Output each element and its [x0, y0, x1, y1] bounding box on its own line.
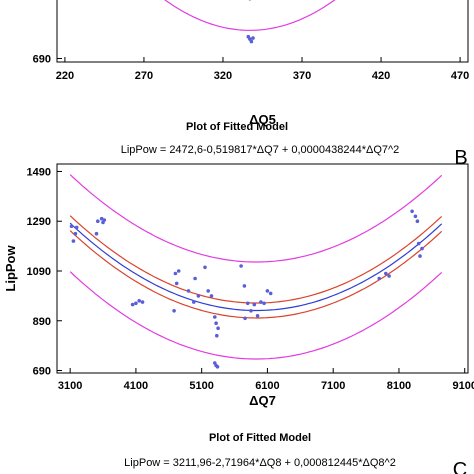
data-point	[206, 289, 210, 293]
x-tick-label: 6100	[255, 380, 279, 392]
chart-title: Plot of Fitted Model	[186, 121, 288, 133]
data-point	[186, 289, 191, 293]
data-point	[416, 241, 421, 246]
data-point	[193, 276, 197, 281]
data-point	[203, 265, 207, 270]
confidence-upper-line	[69, 215, 443, 304]
data-point	[213, 315, 217, 319]
data-point	[134, 301, 138, 306]
data-point	[174, 281, 179, 286]
y-tick-label: 1490	[27, 166, 51, 178]
data-point	[209, 294, 214, 298]
data-point	[265, 289, 270, 293]
data-point	[245, 301, 250, 306]
x-tick-label: 9100	[452, 380, 474, 392]
data-point	[176, 269, 181, 273]
chart-top: 220270320370420470690890ΔQ5	[33, 0, 469, 127]
prediction-lower-line	[69, 271, 443, 360]
data-point	[192, 300, 196, 304]
plot-frame	[56, 163, 469, 374]
data-point	[384, 271, 388, 276]
data-point	[130, 302, 135, 307]
prediction-lower-line	[164, 0, 336, 31]
data-point	[259, 300, 263, 304]
data-point	[249, 309, 253, 313]
y-tick-label: 1290	[27, 216, 51, 228]
y-tick-label: 1090	[27, 266, 51, 278]
curve-group	[69, 174, 443, 369]
data-point	[415, 219, 420, 223]
data-point	[243, 316, 247, 321]
data-point	[196, 294, 201, 298]
x-axis-label: ΔQ5	[249, 112, 276, 127]
chart-bottom: Plot of Fitted Model LipPow = 3211,96-2,7…	[124, 432, 467, 474]
data-point	[214, 321, 218, 326]
y-tick-label: 690	[33, 53, 51, 65]
chart-middle: Plot of Fitted Model LipPow = 2472,6-0,51…	[3, 121, 474, 408]
data-point	[410, 209, 414, 214]
data-point	[249, 39, 254, 44]
data-point	[172, 309, 176, 313]
chart-subtitle: LipPow = 3211,96-2,71964*ΔQ8 + 0,0008124…	[124, 457, 396, 469]
data-point	[74, 225, 79, 230]
x-tick-label: 3100	[58, 380, 82, 392]
data-point	[242, 284, 247, 288]
panel-letter: B	[454, 147, 467, 169]
data-point	[137, 299, 141, 303]
data-point	[377, 276, 382, 281]
data-point	[418, 254, 422, 258]
x-tick-label: 370	[293, 70, 311, 82]
data-point	[69, 224, 74, 228]
data-point	[255, 314, 260, 318]
data-point	[71, 239, 76, 243]
data-point	[101, 220, 105, 225]
x-tick-label: 4100	[124, 380, 148, 392]
data-point	[413, 214, 418, 219]
data-point	[420, 246, 424, 251]
data-point	[252, 302, 257, 307]
y-tick-label: 890	[33, 316, 51, 328]
x-tick-label: 8100	[387, 380, 411, 392]
y-tick-label: 690	[33, 366, 51, 378]
x-axis-label: ΔQ7	[249, 393, 276, 408]
x-tick-label: 320	[214, 70, 232, 82]
data-point	[140, 300, 145, 304]
data-point	[248, 0, 252, 1]
data-point	[96, 219, 100, 223]
curve-group	[164, 0, 336, 44]
data-point	[268, 291, 273, 296]
panel-letter: C	[453, 459, 467, 474]
chart-subtitle: LipPow = 2472,6-0,519817*ΔQ7 + 0,0000438…	[121, 144, 400, 156]
x-tick-label: 5100	[189, 380, 213, 392]
data-point	[387, 274, 391, 278]
chart-title: Plot of Fitted Model	[209, 432, 311, 444]
y-axis-label: LipPow	[3, 245, 18, 292]
x-tick-label: 220	[56, 70, 74, 82]
data-point	[215, 365, 220, 369]
x-tick-label: 470	[451, 70, 469, 82]
data-point	[215, 333, 219, 338]
x-tick-label: 270	[135, 70, 153, 82]
prediction-upper-line	[69, 174, 443, 263]
plot-frame	[56, 0, 469, 63]
data-point	[73, 231, 78, 236]
data-point	[94, 231, 99, 236]
data-point	[173, 271, 178, 276]
data-point	[262, 301, 266, 306]
data-point	[216, 326, 220, 331]
x-tick-label: 7100	[321, 380, 345, 392]
fitted-line	[69, 222, 443, 312]
data-point	[251, 36, 255, 40]
data-point	[239, 264, 243, 268]
x-tick-label: 420	[372, 70, 390, 82]
